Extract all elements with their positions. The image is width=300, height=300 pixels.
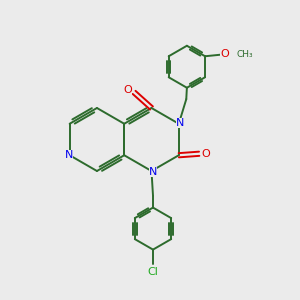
Text: O: O bbox=[124, 85, 133, 95]
Text: O: O bbox=[220, 49, 229, 59]
Text: N: N bbox=[65, 150, 73, 160]
Text: CH₃: CH₃ bbox=[237, 50, 253, 58]
Text: N: N bbox=[149, 167, 157, 177]
Text: O: O bbox=[201, 149, 210, 159]
Text: Cl: Cl bbox=[148, 267, 158, 278]
Text: N: N bbox=[176, 118, 184, 128]
